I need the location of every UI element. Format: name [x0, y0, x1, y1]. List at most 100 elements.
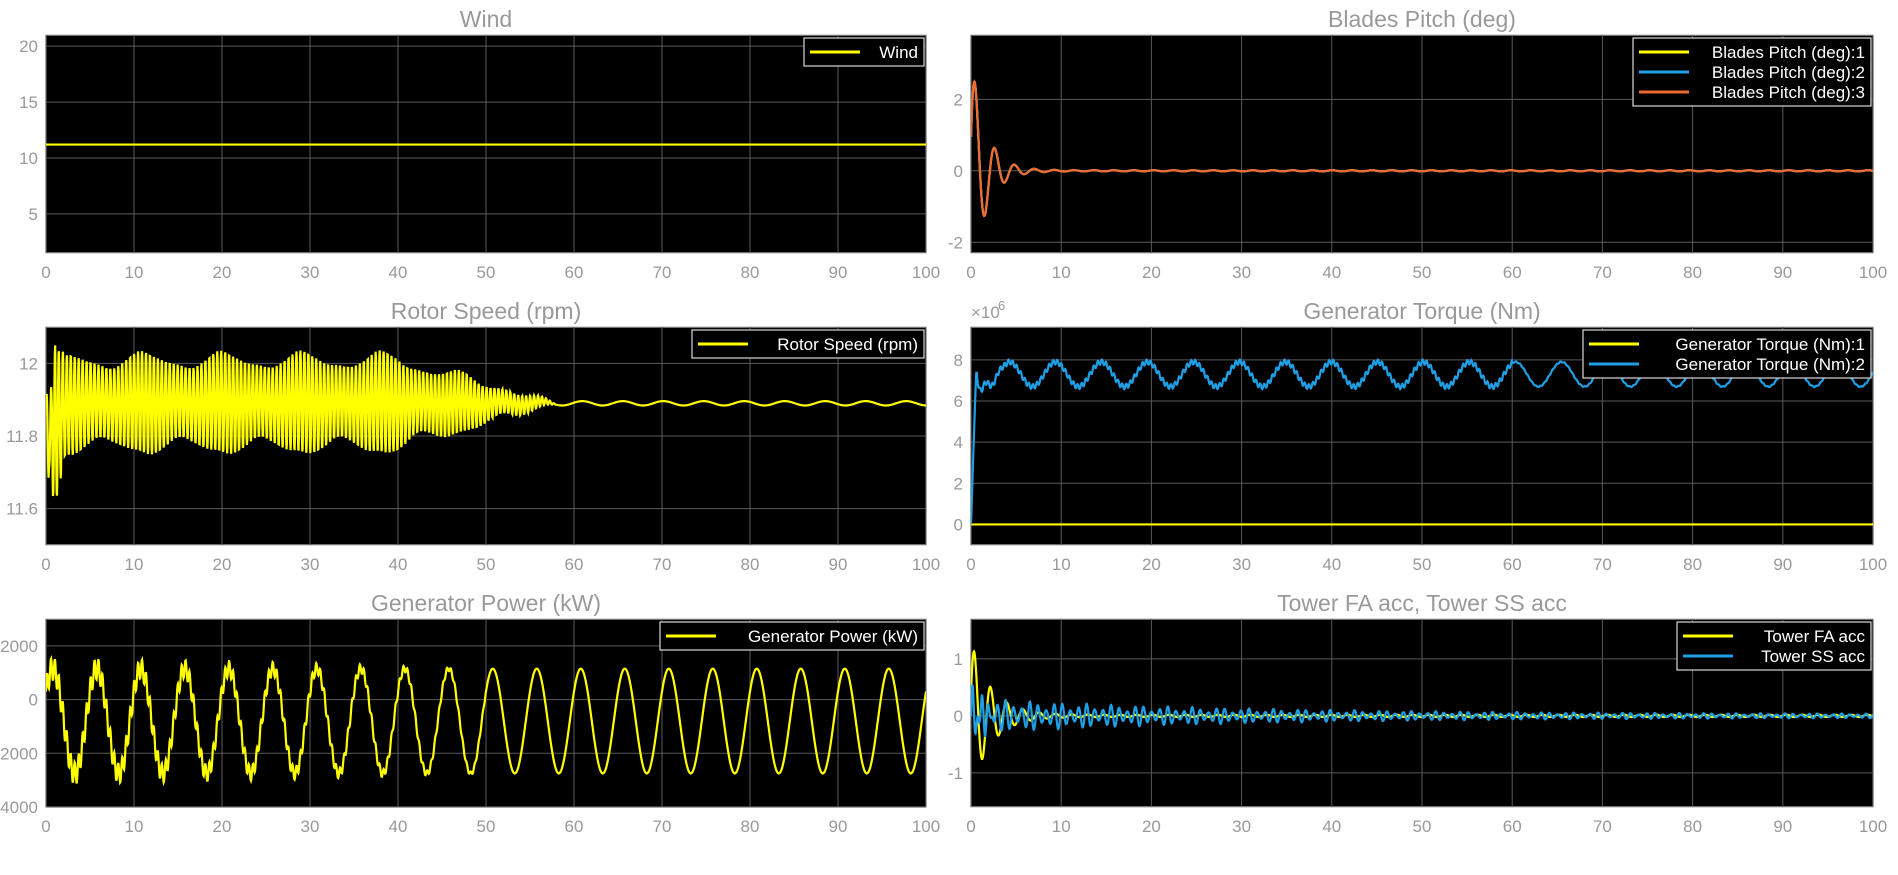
y-tick-label: 0 [954, 515, 963, 534]
y-tick-label: 0 [954, 162, 963, 181]
legend: Wind [803, 37, 925, 67]
y-tick-label: 5 [29, 205, 38, 224]
y-tick-label: -2000 [0, 744, 38, 763]
chart-title: Wind [460, 6, 512, 32]
x-tick-label: 10 [125, 555, 144, 574]
x-tick-label: 90 [1773, 817, 1792, 836]
x-tick-label: 0 [41, 817, 50, 836]
x-tick-label: 50 [477, 817, 496, 836]
chart-title: Rotor Speed (rpm) [391, 298, 581, 324]
y-tick-label: 4 [954, 433, 963, 452]
x-tick-label: 90 [829, 263, 848, 282]
y-tick-label: 0 [29, 691, 38, 710]
x-tick-label: 0 [966, 263, 975, 282]
legend-label: Rotor Speed (rpm) [777, 335, 918, 354]
series-line-1 [46, 654, 926, 787]
legend-label: Blades Pitch (deg):1 [1712, 43, 1865, 62]
x-tick-label: 60 [1503, 817, 1522, 836]
y-tick-label: 11.6 [6, 500, 38, 519]
x-tick-label: 80 [741, 555, 760, 574]
chart-title: Blades Pitch (deg) [1328, 6, 1516, 32]
x-tick-label: 50 [1413, 263, 1432, 282]
y-tick-label: 15 [19, 93, 38, 112]
x-tick-label: 50 [477, 555, 496, 574]
chart-3: Rotor Speed (rpm) 0 10 20 30 40 50 60 70 80 90 100 1… [6, 298, 940, 574]
x-tick-label: 80 [1683, 263, 1702, 282]
x-tick-label: 0 [966, 555, 975, 574]
y-tick-label: 2 [954, 474, 963, 493]
x-tick-label: 90 [829, 817, 848, 836]
x-tick-label: 10 [1052, 817, 1071, 836]
x-tick-label: 20 [1142, 555, 1161, 574]
x-tick-label: 100 [1859, 263, 1887, 282]
x-tick-label: 50 [1413, 555, 1432, 574]
x-tick-label: 90 [1773, 555, 1792, 574]
x-tick-label: 30 [301, 555, 320, 574]
chart-title: Tower FA acc, Tower SS acc [1277, 590, 1567, 616]
legend: Rotor Speed (rpm) [691, 329, 925, 359]
y-tick-label: 8 [954, 351, 963, 370]
x-tick-label: 10 [1052, 555, 1071, 574]
x-tick-label: 100 [1859, 555, 1887, 574]
x-tick-label: 20 [213, 555, 232, 574]
legend-box [1582, 329, 1872, 379]
x-tick-label: 40 [1322, 817, 1341, 836]
x-tick-label: 40 [1322, 263, 1341, 282]
legend-label: Generator Power (kW) [748, 627, 918, 646]
series-line-1 [46, 345, 926, 497]
chart-4: Generator Torque (Nm)0 10 20 30 40 50 60 70 80 90… [954, 298, 1888, 574]
x-tick-label: 50 [1413, 817, 1432, 836]
legend-label: Tower FA acc [1764, 627, 1866, 646]
y-tick-label: 1 [954, 650, 963, 669]
chart-1: Wind 0 10 20 30 40 50 60 70 80 90 100 5 10 15 20 Wind [19, 6, 940, 282]
x-tick-label: 100 [912, 555, 940, 574]
x-tick-label: 90 [1773, 263, 1792, 282]
x-tick-label: 40 [1322, 555, 1341, 574]
x-tick-label: 20 [213, 817, 232, 836]
y-tick-label: 2 [954, 90, 963, 109]
x-tick-label: 10 [125, 263, 144, 282]
x-tick-label: 60 [1503, 263, 1522, 282]
x-tick-label: 50 [477, 263, 496, 282]
x-tick-label: 30 [1232, 817, 1251, 836]
series-line-2 [971, 684, 1873, 738]
chart-title: Generator Torque (Nm) [1303, 298, 1540, 324]
x-tick-label: 60 [565, 817, 584, 836]
y-tick-label: -1 [948, 764, 963, 783]
x-tick-label: 70 [1593, 817, 1612, 836]
x-tick-label: 80 [1683, 555, 1702, 574]
y-tick-label: -4000 [0, 798, 38, 817]
x-tick-label: 40 [389, 817, 408, 836]
x-tick-label: 10 [1052, 263, 1071, 282]
y-tick-label: 10 [19, 149, 38, 168]
x-tick-label: 20 [1142, 263, 1161, 282]
x-tick-label: 30 [301, 263, 320, 282]
x-tick-label: 90 [829, 555, 848, 574]
x-tick-label: 70 [653, 817, 672, 836]
legend: Generator Power (kW) [659, 621, 925, 651]
legend-label: Generator Torque (Nm):2 [1675, 355, 1865, 374]
x-tick-label: 30 [301, 817, 320, 836]
x-tick-label: 80 [741, 263, 760, 282]
x-tick-label: 100 [1859, 817, 1887, 836]
x-tick-label: 70 [1593, 263, 1612, 282]
legend-label: Blades Pitch (deg):3 [1712, 83, 1865, 102]
y-tick-label: -2 [948, 233, 963, 252]
y-tick-label: 0 [954, 707, 963, 726]
legend-label: Tower SS acc [1761, 647, 1865, 666]
series-line-3 [971, 79, 1873, 218]
x-tick-label: 70 [653, 263, 672, 282]
x-tick-label: 20 [213, 263, 232, 282]
x-tick-label: 0 [41, 555, 50, 574]
x-tick-label: 30 [1232, 555, 1251, 574]
x-tick-label: 0 [41, 263, 50, 282]
y-tick-label: 6 [954, 392, 963, 411]
y-tick-label: 20 [19, 37, 38, 56]
legend-label: Wind [879, 43, 918, 62]
series-line-2 [971, 357, 1873, 525]
x-tick-label: 0 [966, 817, 975, 836]
chart-2: Blades Pitch (deg)0 10 20 30 40 50 60 70 80 90 100… [948, 6, 1887, 282]
